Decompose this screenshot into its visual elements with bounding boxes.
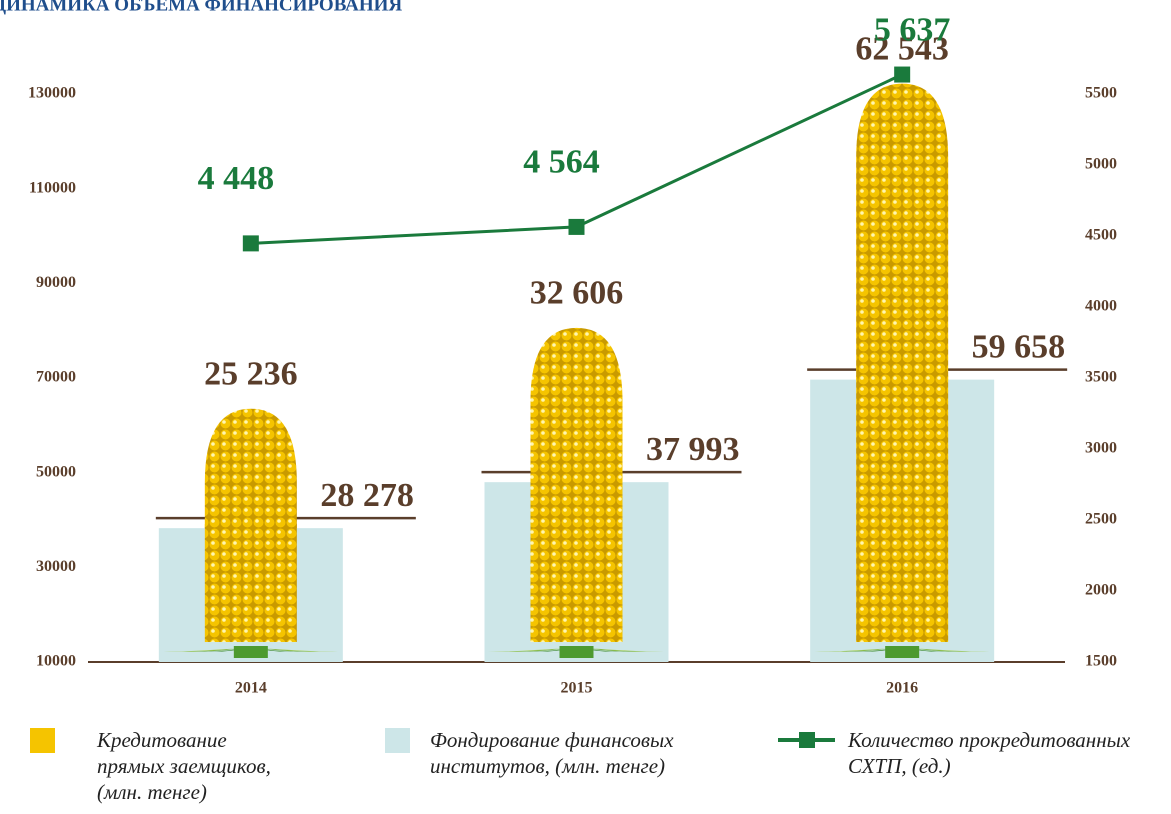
value-label: 25 236 (204, 355, 298, 392)
value-label: 59 658 (972, 328, 1066, 365)
legend-swatch (385, 728, 410, 753)
y2-tick-label: 3500 (1085, 369, 1117, 386)
legend-label: Кредитование прямых заемщиков, (млн. тен… (97, 728, 271, 804)
leaf (807, 648, 894, 652)
corn-lower (204, 524, 297, 642)
y2-tick-label: 5500 (1085, 85, 1117, 102)
chart-title: ДИНАМИКА ОБЪЕМА ФИНАНСИРОВАНИЯ (0, 0, 402, 15)
leaf (503, 648, 570, 652)
corn-lower (530, 478, 623, 642)
value-label: 28 278 (320, 477, 414, 514)
stalk (885, 646, 920, 658)
leaf (585, 648, 671, 652)
value-label: 4 448 (198, 160, 275, 197)
leaf (177, 648, 244, 652)
y-tick-label: 130000 (28, 85, 76, 102)
leaf (906, 648, 949, 652)
leaf (204, 648, 247, 652)
leaf (156, 648, 242, 652)
leaf (259, 648, 346, 652)
line-marker (894, 66, 911, 83)
leaf (580, 648, 623, 652)
corn-ear (530, 327, 623, 483)
y-tick-label: 10000 (36, 653, 76, 670)
y2-tick-label: 4000 (1085, 298, 1117, 315)
corn-ear (204, 408, 297, 529)
leaf (257, 648, 325, 652)
y2-tick-label: 2500 (1085, 511, 1117, 528)
x-tick-label: 2015 (561, 680, 593, 697)
stalk (559, 646, 594, 658)
y2-tick-label: 1500 (1085, 653, 1117, 670)
corn-ear (856, 83, 949, 380)
value-label: 37 993 (646, 431, 740, 468)
corn-lower (856, 375, 949, 642)
y2-tick-label: 3000 (1085, 440, 1117, 457)
y2-tick-label: 4500 (1085, 227, 1117, 244)
legend-swatch (778, 732, 835, 748)
x-tick-label: 2014 (235, 680, 267, 697)
x-tick-label: 2016 (886, 680, 918, 697)
value-label: 32 606 (530, 275, 624, 312)
leaf (583, 648, 650, 652)
line-marker (568, 218, 585, 235)
value-label: 62 543 (855, 30, 949, 67)
line-marker (242, 235, 259, 252)
stalk (233, 646, 268, 658)
value-label: 4 564 (523, 144, 600, 181)
leaf (911, 648, 997, 652)
y-tick-label: 50000 (36, 463, 76, 480)
leaf (828, 648, 896, 652)
y-tick-label: 30000 (36, 558, 76, 575)
leaf (530, 648, 573, 652)
y-tick-label: 90000 (36, 274, 76, 291)
y-tick-label: 70000 (36, 369, 76, 386)
leaf (909, 648, 976, 652)
legend-marker (799, 732, 815, 748)
leaf (855, 648, 898, 652)
legend-swatch (30, 728, 55, 753)
leaf (482, 648, 568, 652)
legend-label: Количество прокредитованных СХТП, (ед.) (848, 728, 1131, 778)
value-label: 5 637 (874, 11, 951, 48)
y2-tick-label: 5000 (1085, 156, 1117, 173)
y-tick-label: 110000 (29, 179, 76, 196)
legend-label: Фондирование финансовых институтов, (млн… (430, 728, 674, 778)
leaf (255, 648, 298, 652)
y2-tick-label: 2000 (1085, 582, 1117, 599)
